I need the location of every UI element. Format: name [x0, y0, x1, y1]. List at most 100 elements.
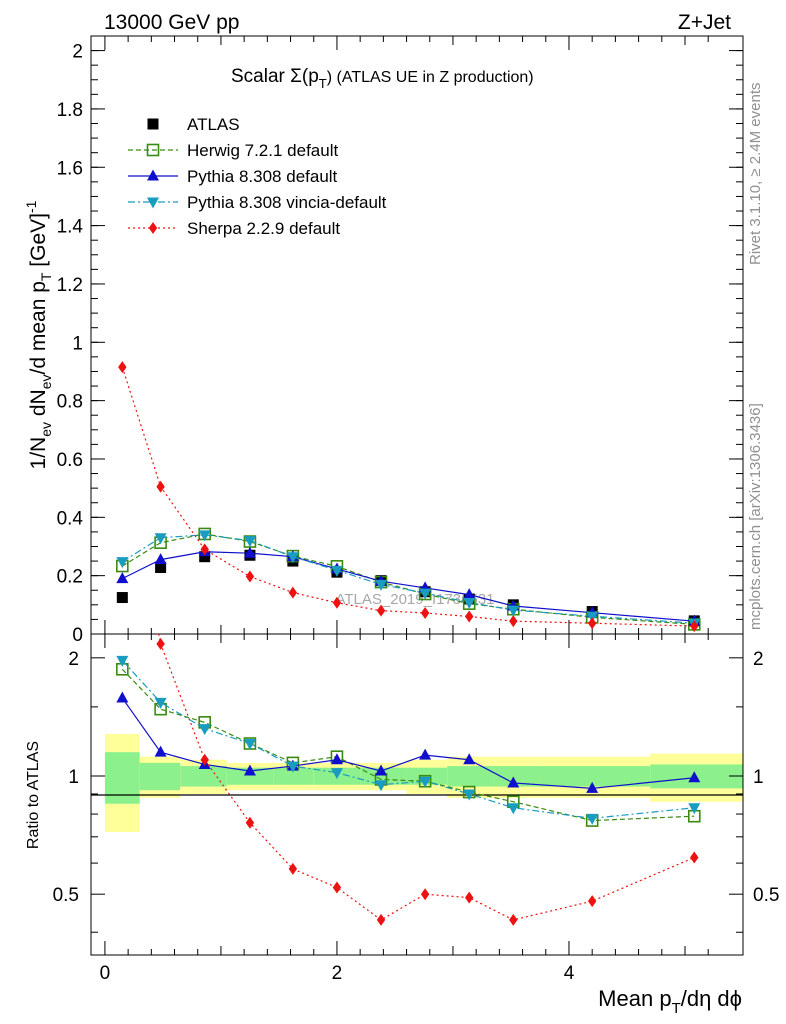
energy-label: 13000 GeV pp	[104, 11, 239, 34]
pythia-8-308-vincia-default-point	[330, 565, 343, 577]
main-series	[116, 361, 701, 633]
pythia-8-308-vincia-default-point	[507, 605, 520, 617]
sherpa-2-2-9-default-ratio-point	[420, 888, 430, 901]
legend-label-sherpa-2-2-9-default: Sherpa 2.2.9 default	[187, 219, 340, 238]
sherpa-2-2-9-default-ratio-line	[158, 634, 695, 921]
pythia-8-308-default-ratio-point	[507, 776, 520, 788]
sherpa-2-2-9-default-point	[200, 543, 209, 556]
x-tick-label: 4	[564, 963, 575, 984]
pythia-8-308-default-ratio-point	[688, 771, 701, 783]
sherpa-2-2-9-default-point	[465, 610, 474, 623]
pythia-8-308-vincia-default-ratio-point	[198, 724, 211, 736]
sherpa-2-2-9-default-point	[509, 615, 518, 628]
pythia-8-308-vincia-default-ratio-point	[243, 739, 256, 751]
sherpa-2-2-9-default-ratio-point	[332, 881, 342, 894]
pythia-8-308-vincia-default-point	[286, 552, 299, 564]
legend: ATLAS Herwig 7.2.1 default Pythia 8.308 de…	[128, 115, 387, 238]
y-tick-label: 1.6	[57, 158, 83, 179]
pythia-8-308-default-ratio-point	[116, 691, 129, 703]
pythia-8-308-default-ratio-line	[121, 697, 695, 789]
atlas-point	[116, 592, 128, 604]
pythia-8-308-vincia-default-point	[154, 533, 167, 545]
y-tick-label: 0.6	[57, 450, 83, 471]
plot-title: Scalar Σ(pT) (ATLAS UE in Z production)	[231, 66, 534, 91]
pythia-8-308-default-ratio-point	[154, 745, 167, 757]
y-axis-label: 1/Nev dNev/d mean pT [GeV]-1	[23, 200, 54, 469]
legend-label-pythia-8-308-default: Pythia 8.308 default	[187, 167, 338, 186]
herwig-7-2-1-default-ratio-line	[121, 668, 695, 822]
pythia-8-308-vincia-default-point	[586, 611, 599, 623]
ratio-series	[116, 431, 701, 926]
sherpa-2-2-9-default-point	[376, 604, 386, 617]
pythia-8-308-vincia-default-ratio-point	[375, 780, 388, 792]
atlas-point	[199, 551, 211, 563]
ratio-tick-label-right: 1	[753, 767, 764, 788]
sherpa-2-2-9-default-ratio-point	[118, 431, 126, 443]
atlas-point	[155, 561, 167, 573]
ratio-tick-label: 0.5	[53, 885, 79, 906]
pythia-8-308-vincia-default-point	[198, 530, 211, 542]
pythia-8-308-vincia-default-point	[116, 557, 129, 569]
analysis-watermark: ATLAS_2019_I1736531	[335, 591, 494, 608]
pythia-8-308-vincia-default-ratio-point	[286, 761, 299, 773]
band-stat	[180, 766, 227, 787]
y-tick-label: 1.8	[57, 100, 83, 121]
y-tick-label: 0.4	[57, 508, 84, 529]
pythia-8-308-default-point	[243, 546, 256, 558]
y-tick-label: 1	[72, 333, 83, 354]
sherpa-2-2-9-default-point	[288, 586, 298, 599]
sherpa-2-2-9-default-ratio-point	[465, 891, 474, 904]
y-tick-label: 1.2	[57, 275, 83, 296]
legend-label-herwig-7-2-1-default: Herwig 7.2.1 default	[187, 141, 338, 160]
band-stat	[139, 762, 181, 791]
pythia-8-308-vincia-default-ratio-point	[419, 776, 432, 788]
sherpa-2-2-9-default-ratio-point	[245, 816, 255, 829]
pythia-8-308-default-ratio-point	[463, 753, 476, 765]
axes: 0 0.2 0.4 0.6 0.8 1 1.2 1.4 1.6 1.8 2 0 2 4 0.5 0.5 1 1 2 2	[53, 36, 779, 984]
y-tick-label: 0	[72, 625, 83, 646]
pythia-8-308-vincia-default-ratio-point	[507, 803, 520, 815]
band-stat	[493, 766, 540, 787]
y-tick-label: 2	[72, 42, 83, 63]
pythia-8-308-default-ratio-point	[375, 764, 388, 776]
pythia-8-308-default-point	[463, 588, 476, 600]
ratio-tick-label-right: 0.5	[753, 885, 779, 906]
band-stat	[273, 767, 314, 785]
pythia-8-308-vincia-default-point	[463, 597, 476, 609]
band-stat	[104, 752, 140, 804]
legend-marker-atlas	[147, 118, 159, 130]
legend-marker-pythia-8-308-vincia-default	[147, 197, 159, 209]
sherpa-2-2-9-default-point	[587, 617, 597, 630]
legend-label-pythia-8-308-vincia-default: Pythia 8.308 vincia-default	[187, 193, 387, 212]
band-stat	[447, 766, 494, 787]
ratio-tick-label: 2	[68, 649, 79, 670]
sherpa-2-2-9-default-ratio-point	[156, 637, 165, 650]
pythia-8-308-vincia-default-ratio-line	[121, 660, 695, 819]
pythia-8-308-vincia-default-point	[419, 588, 432, 600]
herwig-7-2-1-default-line	[122, 533, 695, 625]
sherpa-2-2-9-default-point	[690, 620, 699, 633]
sherpa-2-2-9-default-point	[156, 480, 165, 493]
sherpa-2-2-9-default-point	[245, 570, 255, 583]
pythia-8-308-vincia-default-ratio-point	[463, 789, 476, 801]
pythia-8-308-default-ratio-point	[419, 748, 432, 760]
ratio-uncertainty-bands	[104, 733, 743, 833]
sherpa-2-2-9-default-point	[420, 606, 430, 619]
legend-marker-pythia-8-308-default	[147, 169, 159, 181]
sherpa-2-2-9-default-line	[121, 366, 695, 627]
band-stat	[226, 767, 274, 785]
rivet-label: Rivet 3.1.10, ≥ 2.4M events	[747, 83, 764, 266]
pythia-8-308-vincia-default-ratio-point	[116, 655, 129, 667]
x-axis-label: Mean pT/dη dϕ	[598, 986, 742, 1017]
pythia-8-308-vincia-default-ratio-point	[586, 813, 599, 825]
sherpa-2-2-9-default-ratio-point	[509, 913, 518, 926]
sherpa-2-2-9-default-ratio-point	[376, 913, 386, 926]
y-tick-label: 0.8	[57, 392, 83, 413]
y-tick-label: 0.2	[57, 567, 83, 588]
mcplots-label: mcplots.cern.ch [arXiv:1306.3436]	[747, 403, 764, 630]
sherpa-2-2-9-default-ratio-point	[288, 862, 298, 875]
band-stat	[539, 766, 651, 787]
pythia-8-308-default-ratio-point	[243, 764, 256, 776]
pythia-8-308-default-point	[116, 572, 129, 584]
x-tick-label: 2	[332, 963, 343, 984]
